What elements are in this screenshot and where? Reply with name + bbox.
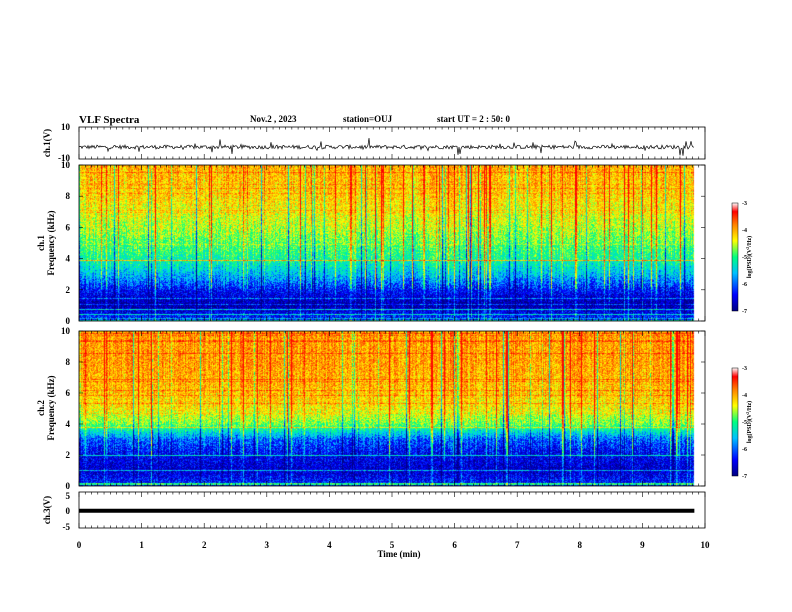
colorbar-tick-label: -3 <box>742 201 747 207</box>
ch3-waveform-ticks <box>78 492 706 528</box>
freq-tick-label: 4 <box>66 254 71 264</box>
ch1-waveform-line <box>78 137 695 156</box>
time-tick-label: 3 <box>265 540 270 550</box>
colorbar-ch2-label: log(PSD)(V2/Hz) <box>745 401 753 443</box>
ch1-ylabel: ch.1(V) <box>42 129 52 157</box>
time-axis-ticklabels: 0 1 2 3 4 5 6 7 8 9 10 <box>77 540 710 550</box>
colorbar-tick-label: -5 <box>742 255 747 261</box>
panel-ch3-waveform: 5 0 -5 ch.3(V) <box>42 491 706 532</box>
ch1-spectrogram-image <box>79 165 705 321</box>
ch2-spec-ylabel: Frequency (kHz) <box>46 375 56 440</box>
colorbar-tick-label: -7 <box>742 309 747 315</box>
ch2-spectrogram-image <box>79 331 705 486</box>
freq-tick-label: 8 <box>66 191 71 201</box>
time-tick-label: 6 <box>452 540 457 550</box>
ch1-ytick-bottom: -10 <box>58 153 70 163</box>
time-tick-label: 9 <box>640 540 645 550</box>
colorbar-tick-label: -4 <box>742 393 747 399</box>
ch2-spec-channel-label: ch.2 <box>36 400 46 416</box>
freq-tick-label: 10 <box>61 326 71 336</box>
time-tick-label: 0 <box>77 540 82 550</box>
freq-tick-label: 8 <box>66 357 71 367</box>
ch3-ytick-bottom: -5 <box>63 522 71 532</box>
colorbar-ch2 <box>731 367 739 477</box>
colorbar-tick-label: -4 <box>742 228 747 234</box>
ch3-ytick-mid: 0 <box>66 506 71 516</box>
colorbar-ch2-ticks: -3 -4 -5 -6 -7 <box>742 366 747 480</box>
colorbar-ch1-ticks: -3 -4 -5 -6 -7 <box>742 201 747 315</box>
time-tick-label: 2 <box>202 540 207 550</box>
colorbar-tick-label: -7 <box>742 474 747 480</box>
freq-tick-label: 6 <box>66 222 71 232</box>
station-label: station=OUJ <box>343 114 393 124</box>
start-time-label: start UT = 2 : 50: 0 <box>437 114 510 124</box>
time-axis-label: Time (min) <box>377 549 420 559</box>
freq-tick-label: 2 <box>66 285 71 295</box>
freq-tick-label: 2 <box>66 450 71 460</box>
figure-title: VLF Spectra <box>79 114 140 126</box>
ch3-ytick-top: 5 <box>66 491 71 501</box>
time-tick-label: 5 <box>390 540 395 550</box>
time-tick-label: 10 <box>701 540 711 550</box>
colorbar-tick-label: -3 <box>742 366 747 372</box>
time-tick-label: 4 <box>327 540 332 550</box>
time-tick-label: 7 <box>515 540 520 550</box>
time-tick-label: 8 <box>578 540 583 550</box>
colorbar-ch1-label: log(PSD)(V2/Hz) <box>745 236 753 278</box>
ch1-ytick-top: 10 <box>61 122 71 132</box>
colorbar-tick-label: -6 <box>742 447 747 453</box>
ch1-waveform-ticks <box>78 127 706 159</box>
ch1-spectrogram-ticks <box>78 165 706 321</box>
panel-ch1-waveform: 10 -10 ch.1(V) <box>42 122 706 163</box>
ch1-freq-ticklabels: 0 2 4 6 8 10 <box>61 160 705 326</box>
ch1-spec-ylabel: Frequency (kHz) <box>46 210 56 275</box>
ch1-spec-channel-label: ch.1 <box>36 235 46 251</box>
freq-tick-label: 0 <box>66 316 71 326</box>
freq-tick-label: 4 <box>66 419 71 429</box>
date-label: Nov.2 , 2023 <box>250 114 297 124</box>
freq-tick-label: 10 <box>61 160 71 170</box>
colorbar-ch1 <box>731 202 739 312</box>
time-tick-label: 1 <box>139 540 144 550</box>
freq-tick-label: 0 <box>66 481 71 491</box>
colorbar-tick-label: -5 <box>742 420 747 426</box>
ch2-freq-ticklabels: 0 2 4 6 8 10 <box>61 326 705 491</box>
freq-tick-label: 6 <box>66 388 71 398</box>
ch2-spectrogram-ticks <box>78 331 706 486</box>
ch3-ylabel: ch.3(V) <box>42 496 52 524</box>
colorbar-tick-label: -6 <box>742 282 747 288</box>
